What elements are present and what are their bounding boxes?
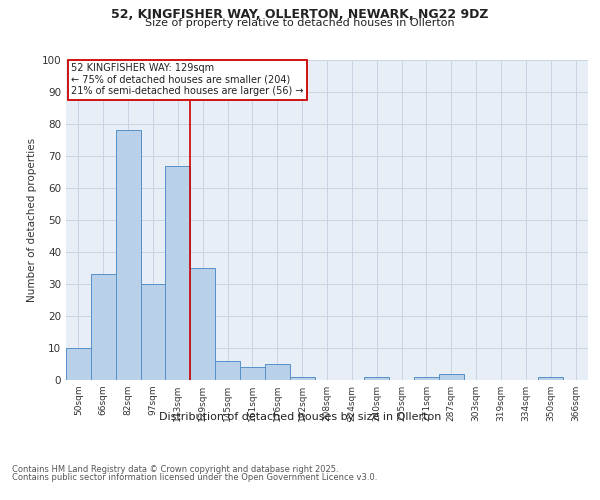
- Bar: [240, 367, 265, 380]
- Text: Size of property relative to detached houses in Ollerton: Size of property relative to detached ho…: [145, 18, 455, 28]
- Bar: [538, 377, 563, 380]
- Y-axis label: Number of detached properties: Number of detached properties: [28, 138, 37, 302]
- Bar: [215, 361, 240, 380]
- Text: 52 KINGFISHER WAY: 129sqm
← 75% of detached houses are smaller (204)
21% of semi: 52 KINGFISHER WAY: 129sqm ← 75% of detac…: [71, 63, 304, 96]
- Bar: [290, 377, 314, 380]
- Text: Contains HM Land Registry data © Crown copyright and database right 2025.: Contains HM Land Registry data © Crown c…: [12, 465, 338, 474]
- Bar: [190, 268, 215, 380]
- Bar: [166, 166, 190, 380]
- Text: Distribution of detached houses by size in Ollerton: Distribution of detached houses by size …: [159, 412, 441, 422]
- Bar: [265, 364, 290, 380]
- Bar: [66, 348, 91, 380]
- Bar: [91, 274, 116, 380]
- Bar: [364, 377, 389, 380]
- Bar: [116, 130, 140, 380]
- Bar: [414, 377, 439, 380]
- Bar: [439, 374, 464, 380]
- Text: 52, KINGFISHER WAY, OLLERTON, NEWARK, NG22 9DZ: 52, KINGFISHER WAY, OLLERTON, NEWARK, NG…: [111, 8, 489, 20]
- Bar: [140, 284, 166, 380]
- Text: Contains public sector information licensed under the Open Government Licence v3: Contains public sector information licen…: [12, 472, 377, 482]
